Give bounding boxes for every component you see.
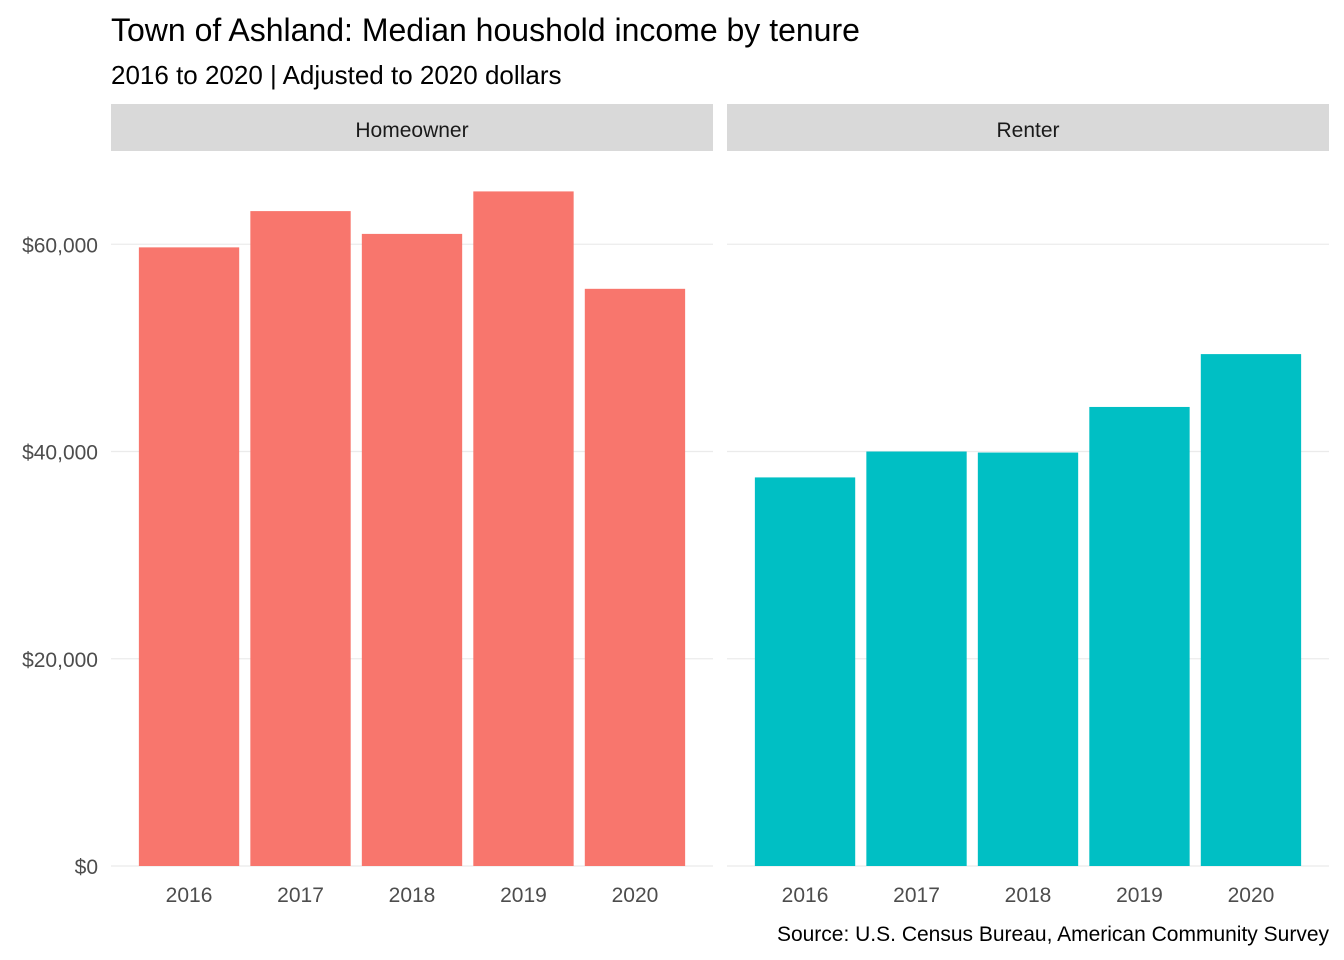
bar-renter-2018 (977, 452, 1079, 866)
bar-homeowner-2017 (250, 211, 351, 867)
y-tick-label-0: $0 (75, 856, 98, 879)
bar-renter-2017 (866, 451, 967, 866)
x-tick-label-renter-2019: 2019 (1116, 884, 1163, 907)
y-tick-label-20000: $20,000 (22, 649, 98, 672)
facet-strip-label-renter: Renter (996, 119, 1059, 142)
x-tick-label-homeowner-2018: 2018 (389, 884, 436, 907)
bar-homeowner-2016 (138, 247, 240, 866)
chart-caption: Source: U.S. Census Bureau, American Com… (777, 923, 1330, 946)
bar-homeowner-2020 (584, 288, 686, 866)
bars-renter (754, 354, 1302, 866)
x-tick-label-homeowner-2019: 2019 (500, 884, 547, 907)
x-tick-label-homeowner-2017: 2017 (277, 884, 324, 907)
bar-renter-2019 (1089, 406, 1190, 866)
bar-renter-2016 (754, 477, 856, 866)
y-axis: $0 $20,000 $40,000 $60,000 (22, 234, 98, 879)
y-tick-label-40000: $40,000 (22, 442, 98, 465)
x-tick-label-homeowner-2020: 2020 (612, 884, 659, 907)
facet-strip-renter (727, 104, 1329, 151)
x-tick-label-renter-2020: 2020 (1228, 884, 1275, 907)
y-tick-label-60000: $60,000 (22, 234, 98, 257)
chart-title: Town of Ashland: Median houshold income … (111, 12, 860, 48)
x-axis-homeowner: 2016 2017 2018 2019 2020 (166, 884, 659, 907)
facet-renter: Renter 2016 2017 2018 2019 2020 (727, 104, 1329, 907)
x-tick-label-renter-2018: 2018 (1005, 884, 1052, 907)
facet-homeowner: Homeowner 2016 2017 2018 2019 2020 (111, 104, 713, 907)
x-tick-label-renter-2017: 2017 (893, 884, 940, 907)
x-tick-label-homeowner-2016: 2016 (166, 884, 213, 907)
x-tick-label-renter-2016: 2016 (782, 884, 829, 907)
facet-strip-label-homeowner: Homeowner (355, 119, 468, 142)
bar-renter-2020 (1200, 354, 1302, 866)
facet-strip-homeowner (111, 104, 713, 151)
bar-homeowner-2019 (473, 191, 574, 867)
x-axis-renter: 2016 2017 2018 2019 2020 (782, 884, 1275, 907)
bar-homeowner-2018 (361, 233, 463, 866)
chart-subtitle: 2016 to 2020 | Adjusted to 2020 dollars (111, 60, 562, 90)
bars-homeowner (138, 191, 686, 867)
